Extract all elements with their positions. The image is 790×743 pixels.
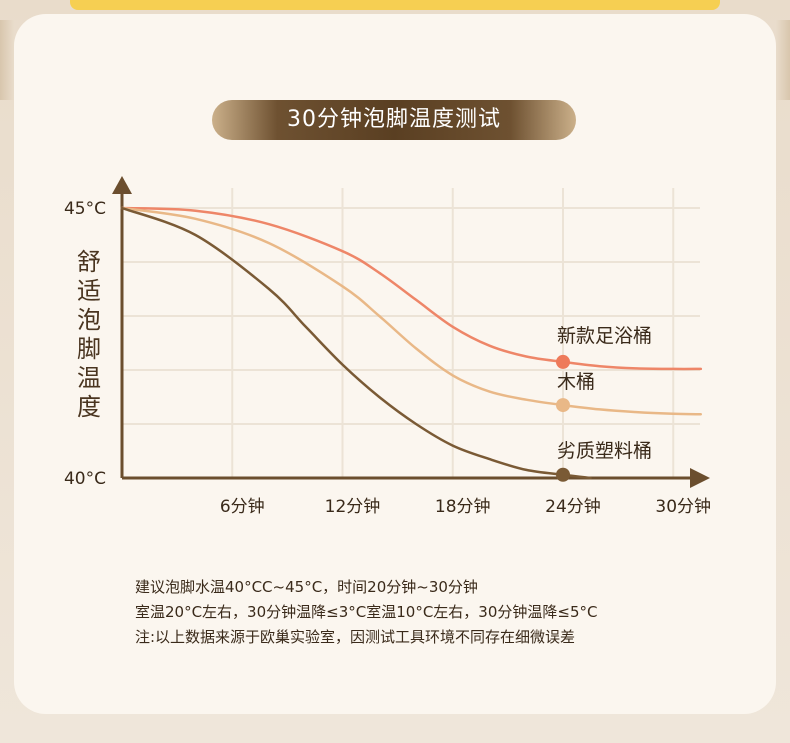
series-label: 木桶	[557, 371, 595, 393]
x-tick-label: 24分钟	[545, 497, 601, 517]
y-axis-label-char: 温	[77, 364, 101, 392]
background-edge-right	[776, 20, 790, 100]
y-axis-label-char: 脚	[77, 335, 101, 363]
x-tick-label: 12分钟	[325, 497, 381, 517]
x-tick-label: 30分钟	[655, 497, 711, 517]
note-line: 注:以上数据来源于欧巢实验室，因测试工具环境不同存在细微误差	[135, 628, 576, 646]
series-line	[120, 206, 703, 371]
series-label: 新款足浴桶	[557, 325, 652, 347]
series-marker	[556, 467, 570, 482]
series-label: 劣质塑料桶	[557, 440, 652, 462]
x-tick-label: 18分钟	[435, 497, 491, 517]
y-axis-arrow	[112, 176, 132, 194]
x-axis-arrow	[690, 468, 710, 488]
notes-block: 建议泡脚水温40°CC~45°C，时间20分钟~30分钟 室温20°C左右，30…	[135, 575, 735, 650]
y-axis-label-char: 适	[77, 277, 101, 305]
y-axis-label-char: 泡	[77, 306, 101, 334]
series-lines	[120, 206, 703, 482]
background-edge-left	[0, 20, 14, 100]
top-accent-bar	[70, 0, 720, 10]
y-tick-label: 40°C	[64, 469, 106, 489]
axes	[112, 176, 710, 488]
note-line: 室温20°C左右，30分钟温降≤3°C室温10°C左右，30分钟温降≤5°C	[135, 603, 598, 621]
series-line	[120, 206, 592, 480]
series-line	[120, 206, 703, 416]
chart-title: 30分钟泡脚温度测试	[212, 100, 576, 140]
y-axis-label-char: 度	[77, 393, 101, 421]
series-marker	[556, 398, 570, 413]
y-axis-label-char: 舒	[77, 248, 101, 276]
y-tick-label: 45°C	[64, 199, 106, 219]
series-marker	[556, 354, 570, 369]
note-line: 建议泡脚水温40°CC~45°C，时间20分钟~30分钟	[135, 578, 478, 596]
x-tick-label: 6分钟	[220, 497, 265, 517]
